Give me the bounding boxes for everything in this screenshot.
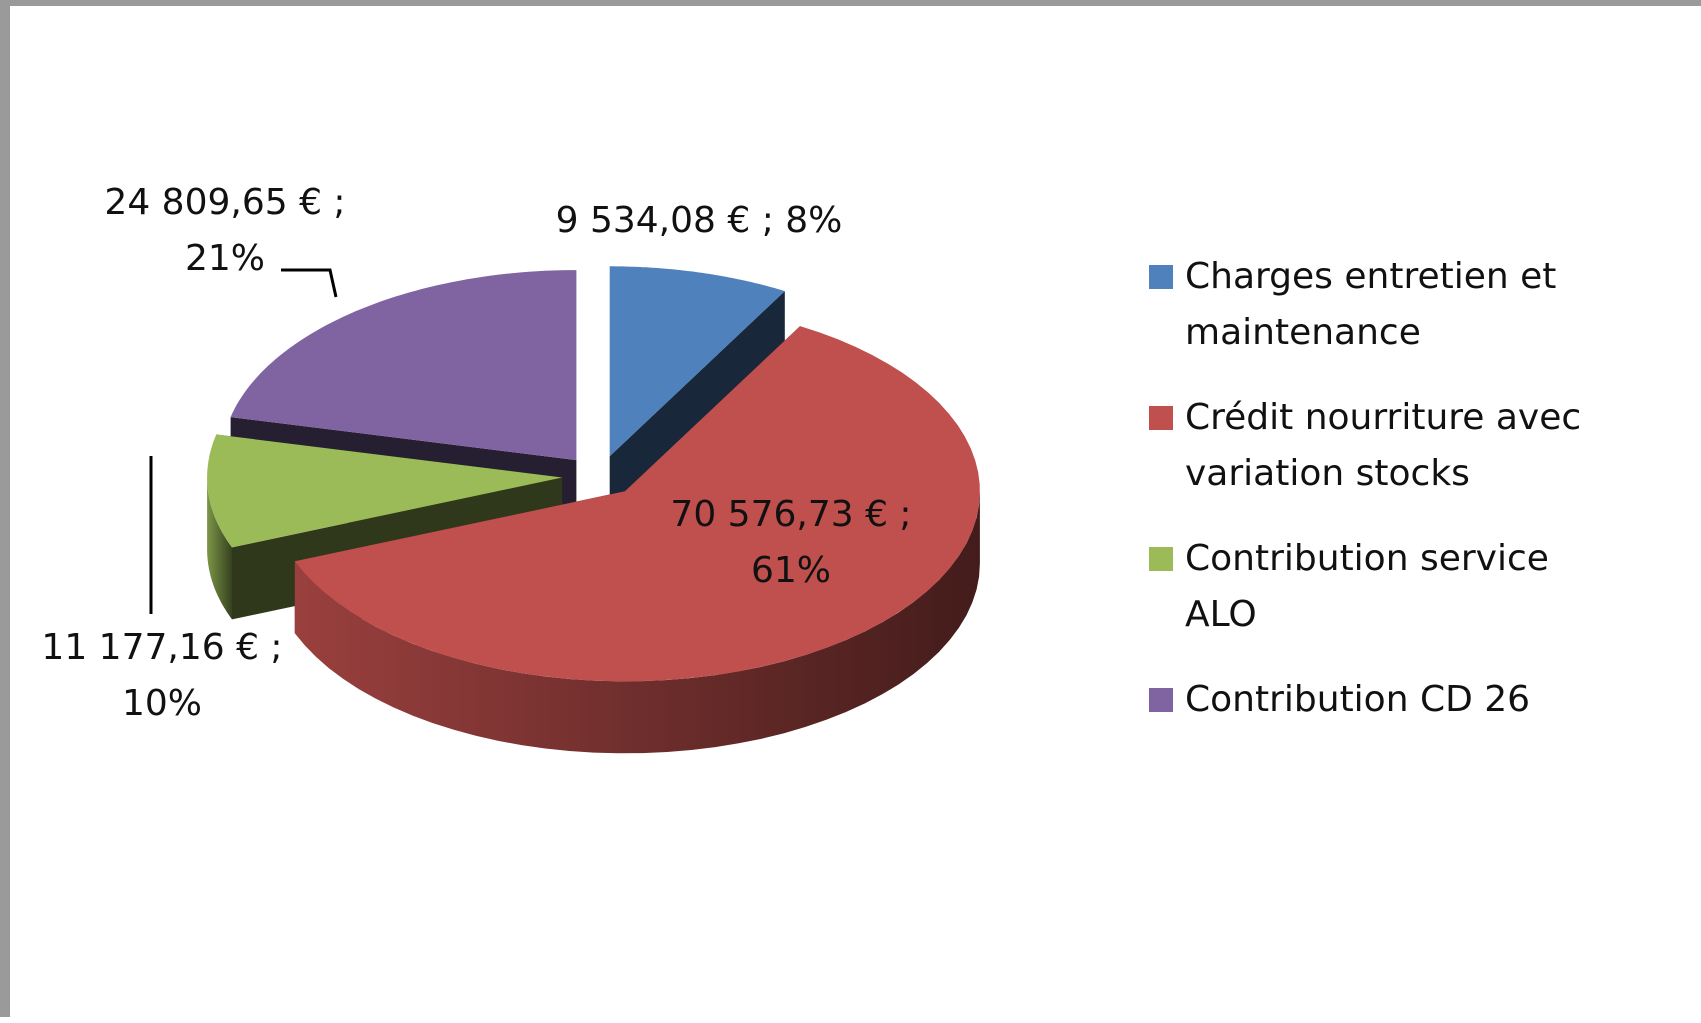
slice-side <box>294 491 980 754</box>
leader-line <box>281 268 338 298</box>
legend-swatch <box>1149 688 1173 712</box>
legend-label: Charges entretien et maintenance <box>1185 256 1557 353</box>
pie-area <box>149 266 980 754</box>
legend-swatch <box>1149 406 1173 430</box>
legend-swatch <box>1149 547 1173 571</box>
slice <box>207 434 563 548</box>
legend-item: Contribution CD 26 <box>1149 672 1629 728</box>
legend-label: Contribution service ALO <box>1185 538 1549 635</box>
data-label: 9 534,08 € ; 8% <box>555 200 843 241</box>
legend-item: Crédit nourriture avec variation stocks <box>1149 390 1629 502</box>
slice-side <box>207 477 232 620</box>
legend-label: Crédit nourriture avec variation stocks <box>1185 397 1582 494</box>
legend-label: Contribution CD 26 <box>1185 679 1531 720</box>
data-label: 70 576,73 € ; 61% <box>670 494 912 591</box>
legend-item: Contribution service ALO <box>1149 531 1629 643</box>
slice <box>230 270 577 461</box>
data-label: 24 809,65 € ; 21% <box>104 182 346 279</box>
legend-item: Charges entretien et maintenance <box>1149 249 1629 361</box>
legend-swatch <box>1149 265 1173 289</box>
slice <box>294 326 980 682</box>
slice <box>609 266 785 457</box>
data-label: 11 177,16 € ; 10% <box>41 627 283 724</box>
